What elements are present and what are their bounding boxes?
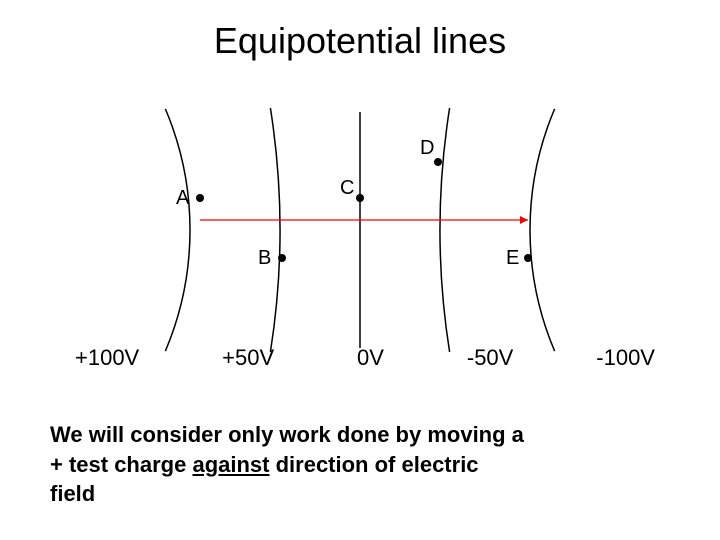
voltage-label-0: +100V [75,345,139,371]
caption-line2c: direction of electric [269,452,478,477]
voltage-label-1: +50V [222,345,274,371]
diagram-svg: A B C D E [100,100,620,380]
caption-underline: against [192,452,269,477]
svg-text:B: B [258,247,271,269]
svg-text:D: D [420,137,434,159]
voltage-label-4: -100V [596,345,655,371]
page-title: Equipotential lines [0,20,720,62]
svg-text:E: E [506,247,519,269]
svg-text:C: C [340,177,354,199]
equipotential-diagram: A B C D E [100,100,620,380]
caption-line2a: + test charge [50,452,192,477]
voltage-labels-row: +100V +50V 0V -50V -100V [75,345,655,371]
voltage-label-3: -50V [467,345,513,371]
voltage-label-2: 0V [357,345,384,371]
caption-line3: field [50,481,95,506]
caption-text: We will consider only work done by movin… [50,420,640,509]
caption-line1: We will consider only work done by movin… [50,422,524,447]
svg-text:A: A [176,187,190,209]
